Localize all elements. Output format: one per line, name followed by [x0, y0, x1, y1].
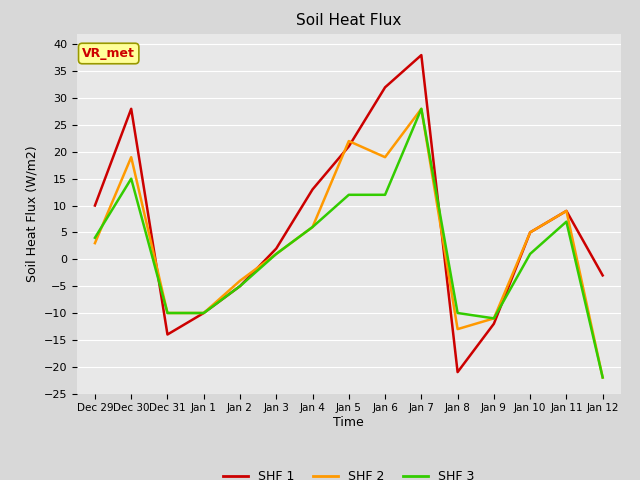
SHF 2: [599, 374, 607, 380]
SHF 3: [91, 235, 99, 240]
SHF 3: [454, 310, 461, 316]
SHF 1: [345, 144, 353, 149]
SHF 1: [526, 229, 534, 235]
SHF 3: [417, 106, 425, 112]
SHF 3: [127, 176, 135, 181]
SHF 3: [599, 374, 607, 380]
SHF 1: [308, 187, 316, 192]
SHF 1: [273, 246, 280, 252]
SHF 3: [200, 310, 207, 316]
Line: SHF 1: SHF 1: [95, 55, 603, 372]
SHF 2: [454, 326, 461, 332]
SHF 1: [490, 321, 498, 326]
Legend: SHF 1, SHF 2, SHF 3: SHF 1, SHF 2, SHF 3: [218, 465, 479, 480]
SHF 1: [417, 52, 425, 58]
Y-axis label: Soil Heat Flux (W/m2): Soil Heat Flux (W/m2): [25, 145, 38, 282]
SHF 1: [381, 84, 389, 90]
Title: Soil Heat Flux: Soil Heat Flux: [296, 13, 401, 28]
SHF 2: [200, 310, 207, 316]
SHF 2: [308, 224, 316, 230]
SHF 3: [563, 219, 570, 225]
SHF 1: [127, 106, 135, 112]
SHF 3: [526, 251, 534, 257]
SHF 2: [127, 154, 135, 160]
SHF 1: [599, 273, 607, 278]
SHF 1: [91, 203, 99, 208]
SHF 1: [454, 369, 461, 375]
SHF 3: [381, 192, 389, 198]
SHF 3: [273, 251, 280, 257]
SHF 2: [91, 240, 99, 246]
SHF 2: [563, 208, 570, 214]
Line: SHF 3: SHF 3: [95, 109, 603, 377]
SHF 2: [273, 251, 280, 257]
SHF 3: [164, 310, 172, 316]
SHF 3: [345, 192, 353, 198]
SHF 2: [236, 278, 244, 284]
Line: SHF 2: SHF 2: [95, 109, 603, 377]
SHF 1: [200, 310, 207, 316]
SHF 1: [164, 332, 172, 337]
SHF 2: [526, 229, 534, 235]
SHF 2: [490, 315, 498, 321]
SHF 2: [345, 138, 353, 144]
SHF 1: [563, 208, 570, 214]
SHF 2: [164, 310, 172, 316]
Text: VR_met: VR_met: [82, 47, 135, 60]
SHF 2: [417, 106, 425, 112]
SHF 2: [381, 154, 389, 160]
SHF 1: [236, 283, 244, 289]
SHF 3: [236, 283, 244, 289]
SHF 3: [308, 224, 316, 230]
SHF 3: [490, 315, 498, 321]
X-axis label: Time: Time: [333, 416, 364, 429]
